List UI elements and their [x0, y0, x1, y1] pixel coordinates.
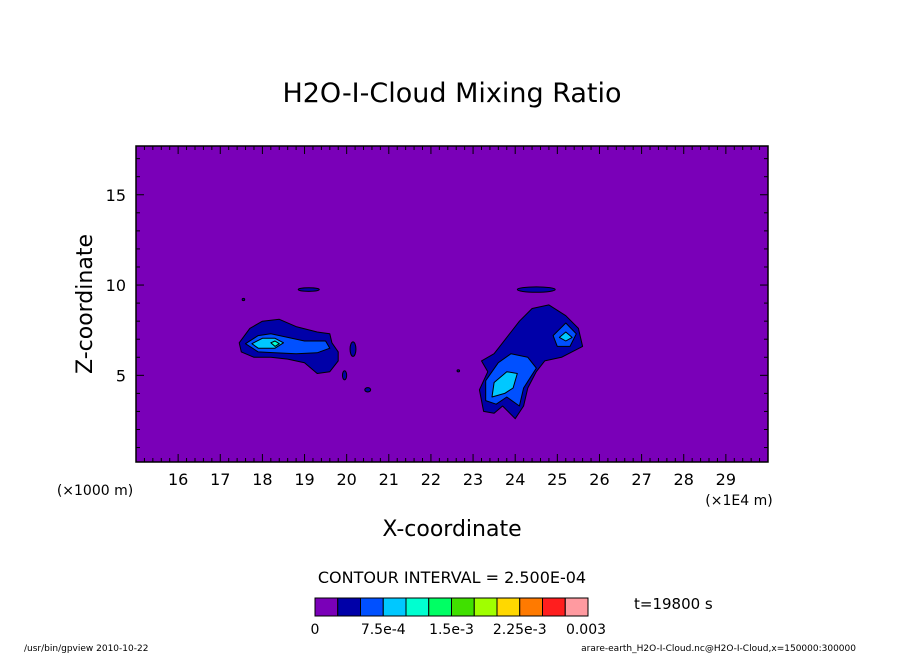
x-tick-label: 24 [505, 470, 525, 489]
y-tick-label: 5 [116, 366, 126, 385]
x-tick-label: 23 [463, 470, 483, 489]
contour-small-feature [297, 287, 320, 292]
colorbar-tick-label: 7.5e-4 [361, 622, 406, 638]
x-tick-label: 28 [674, 470, 694, 489]
colorbar-swatch [451, 597, 475, 617]
contour-small-feature [349, 341, 357, 357]
x-axis-label: X-coordinate [382, 517, 521, 542]
colorbar [314, 597, 589, 617]
x-tick-label: 26 [589, 470, 609, 489]
x-tick-label: 21 [379, 470, 399, 489]
cloud-contours [238, 286, 584, 420]
y-ticks: 5 10 15 [106, 158, 768, 449]
colorbar-tick-label: 0 [311, 622, 320, 638]
colorbar-swatch [428, 597, 452, 617]
colorbar-swatch [473, 597, 498, 617]
colorbar-swatch [360, 597, 384, 617]
x-tick-label: 19 [294, 470, 314, 489]
x-tick-label: 27 [631, 470, 651, 489]
y-axis-label: Z-coordinate [73, 234, 98, 374]
contour-right-level3b [558, 331, 573, 342]
contour-right-level3 [491, 371, 518, 398]
contour-left-level4 [270, 340, 280, 347]
x-tick-label: 17 [210, 470, 230, 489]
colorbar-swatch [519, 597, 543, 617]
colorbar-swatch [542, 597, 566, 617]
colorbar-swatch [382, 597, 407, 617]
colorbar-swatch [337, 597, 361, 617]
colorbar-labels: 0 7.5e-4 1.5e-3 2.25e-3 0.003 [311, 622, 607, 638]
x-tick-label: 29 [716, 470, 736, 489]
colorbar-tick-label: 0.003 [566, 622, 606, 638]
time-label: t=19800 s [634, 595, 713, 613]
contour-small-feature [241, 297, 246, 302]
x-tick-label: 20 [336, 470, 356, 489]
footer-right: arare-earth_H2O-I-Cloud.nc@H2O-I-Cloud,x… [581, 644, 856, 654]
plot-background [136, 146, 768, 462]
x-tick-label: 16 [168, 470, 188, 489]
contour-small-feature [456, 369, 461, 373]
x-tick-label: 22 [421, 470, 441, 489]
x-ticks: 16 17 18 19 20 21 22 23 24 25 26 27 28 29 [143, 146, 761, 489]
colorbar-swatch [496, 597, 521, 617]
contour-small-feature [341, 370, 348, 381]
contour-small-feature [364, 387, 372, 393]
y-tick-label: 10 [106, 276, 126, 295]
x-tick-label: 25 [547, 470, 567, 489]
y-tick-label: 15 [106, 186, 126, 205]
contour-small-feature [516, 286, 556, 293]
colorbar-tick-label: 2.25e-3 [493, 622, 547, 638]
colorbar-swatch [314, 597, 339, 617]
plot-frame [135, 145, 769, 463]
x-unit-left: (×1000 m) [57, 483, 133, 499]
colorbar-tick-label: 1.5e-3 [429, 622, 474, 638]
chart-title: H2O-I-Cloud Mixing Ratio [282, 78, 621, 109]
colorbar-swatch [564, 597, 589, 617]
contour-interval-label: CONTOUR INTERVAL = 2.500E-04 [318, 568, 586, 587]
colorbar-swatch [405, 597, 430, 617]
x-tick-label: 18 [252, 470, 272, 489]
footer-left: /usr/bin/gpview 2010-10-22 [24, 644, 148, 654]
x-unit-right: (×1E4 m) [705, 493, 772, 509]
